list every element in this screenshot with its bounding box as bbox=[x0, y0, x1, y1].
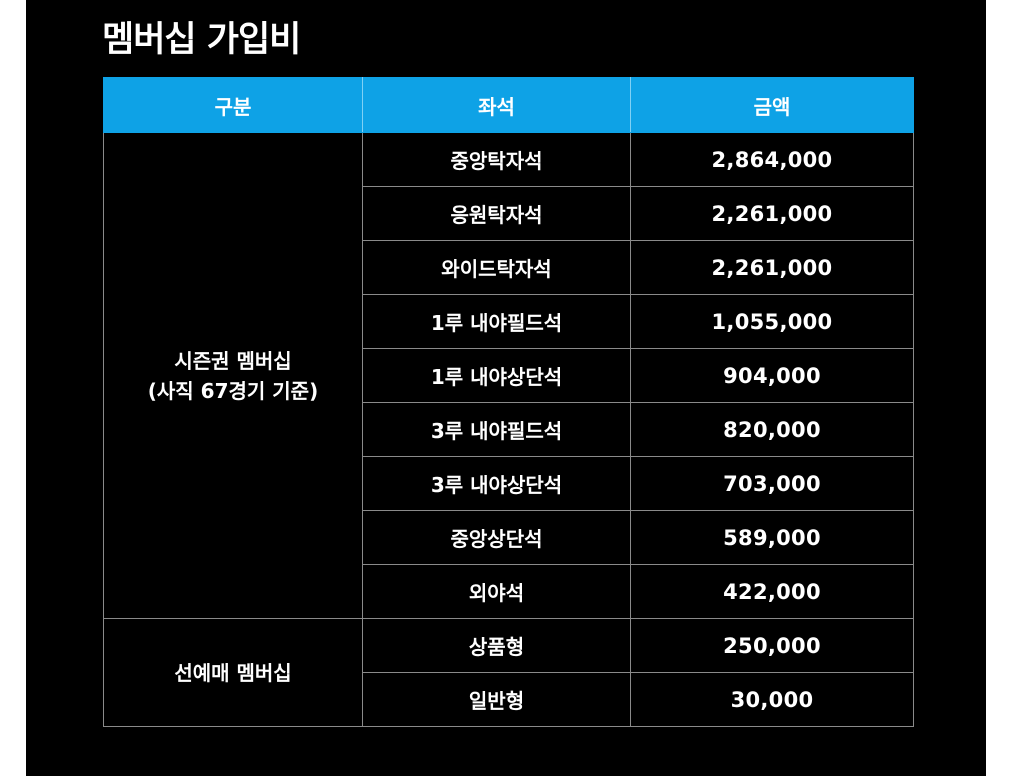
category-season-membership: 시즌권 멤버십 (사직 67경기 기준) bbox=[103, 132, 363, 619]
price-cell: 250,000 bbox=[630, 618, 914, 673]
price-cell: 2,261,000 bbox=[630, 240, 914, 295]
price-cell: 904,000 bbox=[630, 348, 914, 403]
seat-cell: 1루 내야상단석 bbox=[362, 348, 631, 403]
category-label-line: 선예매 멤버십 bbox=[174, 660, 292, 685]
category-label-line: (사직 67경기 기준) bbox=[147, 378, 319, 403]
column-header-seat: 좌석 bbox=[362, 77, 631, 133]
seat-cell: 일반형 bbox=[362, 672, 631, 727]
seat-cell: 중앙탁자석 bbox=[362, 132, 631, 187]
table-row: 1루 내야상단석 904,000 bbox=[104, 348, 914, 403]
table-row: 1루 내야필드석 1,055,000 bbox=[104, 294, 914, 349]
table-row: 시즌권 멤버십 (사직 67경기 기준) 중앙탁자석 2,864,000 bbox=[103, 132, 914, 619]
table-row: 와이드탁자석 2,261,000 bbox=[104, 240, 914, 295]
table-row: 일반형 30,000 bbox=[104, 672, 914, 727]
price-cell: 820,000 bbox=[630, 402, 914, 457]
seat-cell: 3루 내야상단석 bbox=[362, 456, 631, 511]
column-header-price: 금액 bbox=[630, 77, 914, 133]
seat-cell: 응원탁자석 bbox=[362, 186, 631, 241]
table-row: 중앙상단석 589,000 bbox=[104, 510, 914, 565]
membership-fee-table: 구분 좌석 금액 시즌권 멤버십 (사직 67경기 기준) 중앙탁자석 2,86… bbox=[103, 77, 914, 727]
category-presale-membership: 선예매 멤버십 bbox=[103, 618, 363, 727]
seat-cell: 3루 내야필드석 bbox=[362, 402, 631, 457]
price-cell: 703,000 bbox=[630, 456, 914, 511]
seat-cell: 상품형 bbox=[362, 618, 631, 673]
price-cell: 2,864,000 bbox=[630, 132, 914, 187]
price-cell: 1,055,000 bbox=[630, 294, 914, 349]
price-cell: 589,000 bbox=[630, 510, 914, 565]
table-row: 3루 내야필드석 820,000 bbox=[104, 402, 914, 457]
table-header-row: 구분 좌석 금액 bbox=[103, 77, 914, 133]
price-cell: 422,000 bbox=[630, 564, 914, 619]
column-header-category: 구분 bbox=[103, 77, 363, 133]
price-cell: 2,261,000 bbox=[630, 186, 914, 241]
table-row: 선예매 멤버십 상품형 250,000 bbox=[103, 618, 914, 727]
page-title: 멤버십 가입비 bbox=[102, 20, 301, 60]
seat-cell: 와이드탁자석 bbox=[362, 240, 631, 295]
price-cell: 30,000 bbox=[630, 672, 914, 727]
category-label-line: 시즌권 멤버십 bbox=[174, 348, 292, 373]
seat-cell: 외야석 bbox=[362, 564, 631, 619]
seat-cell: 중앙상단석 bbox=[362, 510, 631, 565]
seat-cell: 1루 내야필드석 bbox=[362, 294, 631, 349]
table-row: 외야석 422,000 bbox=[104, 564, 914, 619]
table-row: 3루 내야상단석 703,000 bbox=[104, 456, 914, 511]
